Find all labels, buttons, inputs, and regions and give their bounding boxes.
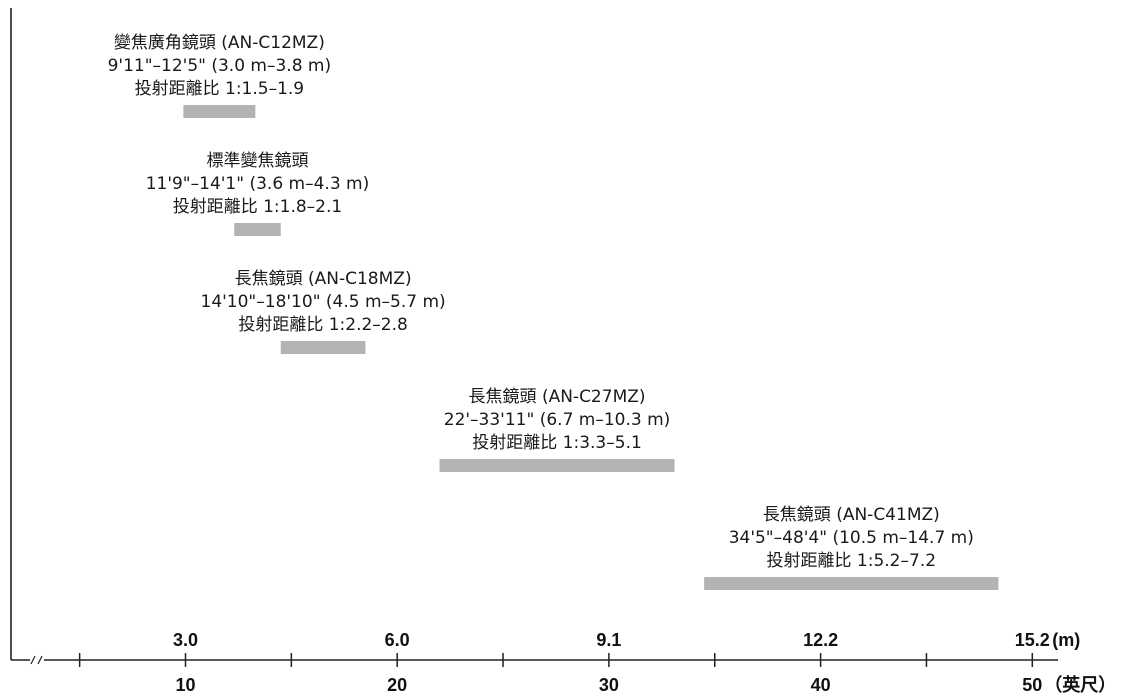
lens-ratio-label: 投射距離比 1:5.2–7.2 bbox=[767, 551, 937, 571]
lens-range-bar bbox=[280, 341, 366, 354]
lens-range-bar bbox=[439, 459, 675, 472]
lens-ratio-label: 投射距離比 1:3.3–5.1 bbox=[472, 433, 642, 453]
meters-unit-label: (m) bbox=[1052, 630, 1080, 650]
meters-tick-label: 9.1 bbox=[596, 630, 621, 650]
lens-range-bar bbox=[183, 105, 256, 118]
meters-tick-label: 15.2 bbox=[1015, 630, 1050, 650]
lens-ratio-label: 投射距離比 1:1.5–1.9 bbox=[135, 79, 305, 99]
lens-name-label: 標準變焦鏡頭 bbox=[206, 151, 308, 171]
lens-range-label: 14'10"–18'10" (4.5 m–5.7 m) bbox=[201, 292, 446, 312]
lens-ratio-label: 投射距離比 1:1.8–2.1 bbox=[173, 197, 343, 217]
lens-range-bar bbox=[234, 223, 281, 236]
lens-range-label: 11'9"–14'1" (3.6 m–4.3 m) bbox=[146, 174, 370, 194]
lens-name-label: 變焦廣角鏡頭 (AN-C12MZ) bbox=[114, 33, 325, 53]
lens-labels: 變焦廣角鏡頭 (AN-C12MZ) 9'11"–12'5" (3.0 m–3.8 … bbox=[108, 33, 974, 571]
feet-tick-label: 40 bbox=[811, 675, 831, 694]
meters-tick-label: 6.0 bbox=[385, 630, 410, 650]
lens-name-label: 長焦鏡頭 (AN-C18MZ) bbox=[235, 269, 412, 289]
meters-tick-label: 12.2 bbox=[803, 630, 838, 650]
feet-tick-label: 50 bbox=[1022, 675, 1042, 694]
lens-name-label: 長焦鏡頭 (AN-C27MZ) bbox=[469, 387, 646, 407]
lens-range-label: 22'–33'11" (6.7 m–10.3 m) bbox=[444, 410, 671, 430]
lens-range-bar bbox=[704, 577, 999, 590]
lens-range-label: 9'11"–12'5" (3.0 m–3.8 m) bbox=[108, 56, 332, 76]
lens-range-label: 34'5"–48'4" (10.5 m–14.7 m) bbox=[729, 528, 974, 548]
lens-ratio-label: 投射距離比 1:2.2–2.8 bbox=[238, 315, 408, 335]
lens-bars bbox=[183, 105, 999, 590]
feet-tick-label: 30 bbox=[599, 675, 619, 694]
feet-unit-label: （英尺） bbox=[1044, 674, 1116, 694]
meters-tick-label: 3.0 bbox=[173, 630, 198, 650]
axis-break-mark bbox=[30, 654, 44, 666]
feet-tick-label: 10 bbox=[175, 675, 195, 694]
feet-tick-label: 20 bbox=[387, 675, 407, 694]
distance-axis: 3.0 6.0 9.1 12.2 15.2 (m) 10 20 30 40 50 （英尺） bbox=[10, 8, 1116, 694]
lens-name-label: 長焦鏡頭 (AN-C41MZ) bbox=[763, 505, 940, 525]
